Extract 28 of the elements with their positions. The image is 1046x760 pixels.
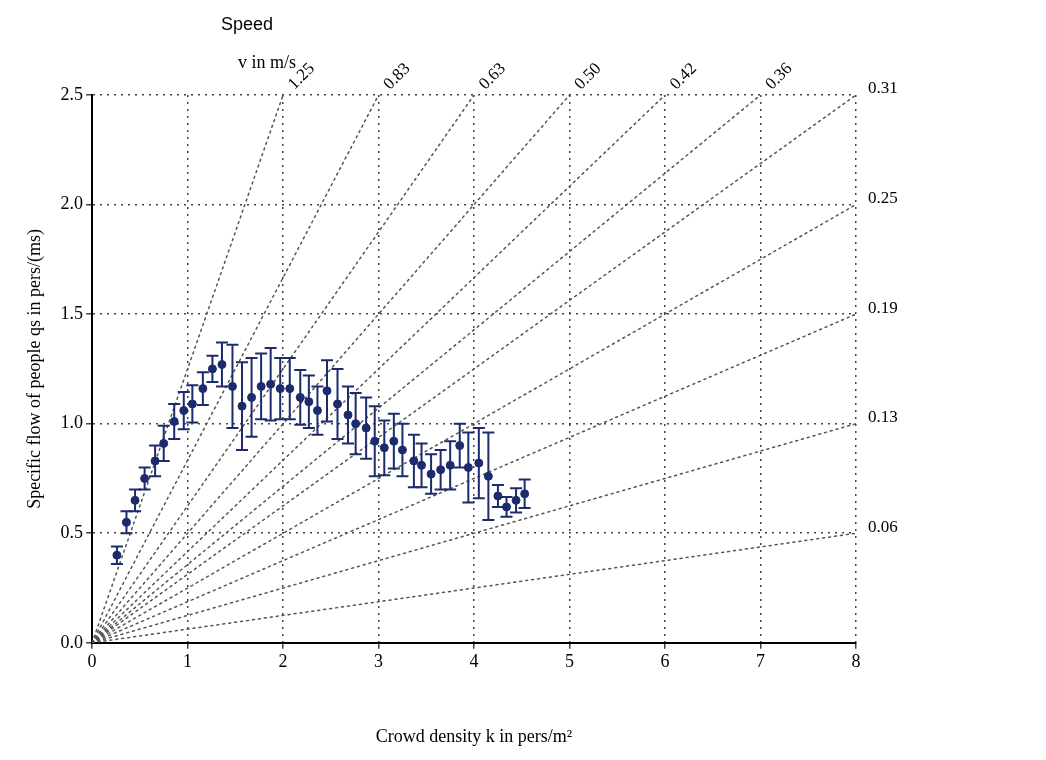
series-label: 0.31 <box>868 78 898 98</box>
x-axis-title: Crowd density k in pers/m² <box>375 725 573 746</box>
text: 0.36 <box>761 58 796 93</box>
series-label: 0.25 <box>868 188 898 208</box>
y-tick-label: 1.5 <box>60 302 84 323</box>
x-tick-label: 5 <box>565 651 575 672</box>
text: 0.83 <box>379 58 414 93</box>
x-tick-label: 8 <box>851 651 861 672</box>
y-tick-label: 0.5 <box>60 521 84 542</box>
text: 0.63 <box>474 58 510 93</box>
text: 0.50 <box>570 58 605 93</box>
x-tick-label: 1 <box>183 651 193 672</box>
y-tick-label: 1.0 <box>60 412 84 433</box>
x-tick-label: 7 <box>756 651 766 672</box>
x-tick-label: 4 <box>469 651 479 672</box>
y-tick-label: 2.0 <box>60 193 84 214</box>
y-tick-label: 2.5 <box>60 83 84 104</box>
x-tick-label: 3 <box>374 651 384 672</box>
x-tick-label: 2 <box>278 651 288 672</box>
y-tick-label: 0.0 <box>60 631 84 652</box>
series-label: 0.06 <box>868 516 898 536</box>
series-label: 0.13 <box>868 407 898 427</box>
text: Speed <box>221 14 274 34</box>
series-label: 0.19 <box>868 297 898 317</box>
y-axis-title: Specific flow of people qs in pers/(ms) <box>23 228 45 509</box>
x-tick-label: 6 <box>660 651 670 672</box>
text: 0.42 <box>665 58 701 93</box>
x-tick-label: 0 <box>87 651 97 672</box>
